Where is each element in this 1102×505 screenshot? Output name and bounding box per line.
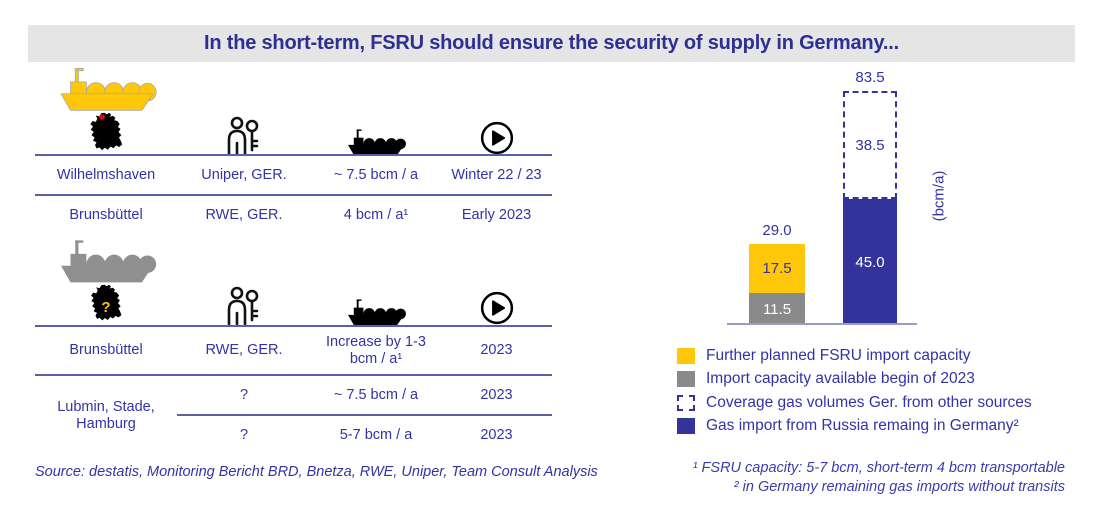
germany-map-icon — [90, 112, 123, 151]
legend-item: Coverage gas volumes Ger. from other sou… — [677, 391, 1032, 415]
owner-key-icon — [227, 116, 259, 156]
cell-start: Early 2023 — [461, 206, 532, 223]
bar-fsru-capacity: 29.0 17.5 11.5 — [749, 222, 805, 325]
segment-other-sources: 38.5 — [843, 91, 897, 199]
footnotes: ¹ FSRU capacity: 5-7 bcm, short-term 4 b… — [660, 459, 1065, 497]
cell-capacity: ~ 7.5 bcm / a — [333, 387, 419, 403]
cell-capacity: ~ 7.5 bcm / a — [333, 166, 419, 183]
legend-swatch-yellow — [677, 347, 695, 364]
lng-tanker-gray-icon — [61, 240, 157, 283]
footnote-2: ² in Germany remaining gas imports witho… — [733, 478, 1065, 495]
page-title: In the short-term, FSRU should ensure th… — [204, 32, 899, 54]
legend-label: Gas import from Russia remaing in German… — [706, 417, 1019, 435]
cell-owner: ? — [239, 427, 249, 443]
legend-label: Import capacity available begin of 2023 — [706, 370, 975, 388]
legend-item: Import capacity available begin of 2023 — [677, 368, 1032, 392]
table-upper: Wilhelmshaven Uniper, GER. ~ 7.5 bcm / a… — [35, 154, 552, 234]
cell-owner: RWE, GER. — [205, 206, 283, 223]
table-lower: Brunsbüttel RWE, GER. Increase by 1-3 bc… — [35, 325, 552, 456]
cell-capacity: 4 bcm / a¹ — [343, 206, 409, 223]
legend-swatch-dashed — [677, 394, 695, 411]
lng-tanker-icon — [348, 299, 406, 326]
legend-swatch-blue — [677, 418, 695, 435]
segment-available-capacity: 11.5 — [749, 293, 805, 325]
cell-owner: RWE, GER. — [205, 342, 283, 359]
footnote-1: ¹ FSRU capacity: 5-7 bcm, short-term 4 b… — [692, 460, 1065, 476]
cell-capacity: Increase by 1-3 bcm / a¹ — [326, 333, 426, 367]
start-play-icon — [480, 291, 513, 325]
chart-legend: Further planned FSRU import capacity Imp… — [677, 344, 1032, 438]
cell-owner: Uniper, GER. — [201, 166, 287, 183]
column-header-icons: ? — [35, 284, 552, 326]
legend-swatch-gray — [677, 371, 695, 388]
stacked-bar-chart: 29.0 17.5 11.5 83.5 38.5 45.0 (bcm/a) — [700, 58, 970, 327]
segment-planned-fsru: 17.5 — [749, 244, 805, 293]
cell-location: Wilhelmshaven — [56, 166, 156, 183]
segment-russia-import: 45.0 — [843, 199, 897, 325]
legend-item: Gas import from Russia remaing in German… — [677, 415, 1032, 439]
bar-gas-demand: 83.5 38.5 45.0 — [843, 69, 897, 325]
cell-start: Winter 22 / 23 — [451, 166, 542, 183]
cell-start: 2023 — [480, 427, 513, 443]
source-line: Source: destatis, Monitoring Bericht BRD… — [35, 464, 598, 480]
legend-label: Coverage gas volumes Ger. from other sou… — [706, 393, 1032, 411]
bar-total-label: 29.0 — [762, 222, 792, 239]
table-row: Brunsbüttel RWE, GER. Increase by 1-3 bc… — [35, 327, 552, 376]
question-mark: ? — [101, 299, 110, 316]
cell-capacity: 5-7 bcm / a — [339, 427, 413, 443]
column-header-icons — [35, 112, 552, 156]
wilhelmshaven-dot — [99, 114, 105, 120]
lng-tanker-icon — [348, 129, 406, 156]
cell-start: 2023 — [480, 387, 513, 403]
cell-location: Brunsbüttel — [69, 342, 143, 359]
table-row: Brunsbüttel RWE, GER. 4 bcm / a¹ Early 2… — [35, 196, 552, 234]
legend-label: Further planned FSRU import capacity — [706, 346, 971, 364]
legend-item: Further planned FSRU import capacity — [677, 344, 1032, 368]
table-row: ? 5-7 bcm / a 2023 — [177, 416, 552, 454]
y-axis-label: (bcm/a) — [930, 170, 948, 222]
table-rowspan-group: Lubmin, Stade, Hamburg ? ~ 7.5 bcm / a 2… — [35, 376, 552, 456]
cell-location-span: Lubmin, Stade, Hamburg — [57, 398, 155, 432]
title-bar: In the short-term, FSRU should ensure th… — [28, 25, 1075, 62]
cell-start: 2023 — [480, 342, 513, 359]
bar-total-label: 83.5 — [855, 69, 885, 86]
owner-key-icon — [227, 286, 259, 326]
table-row: ? ~ 7.5 bcm / a 2023 — [177, 376, 552, 416]
cell-location: Brunsbüttel — [69, 206, 143, 223]
lng-tanker-yellow-icon — [60, 67, 157, 111]
cell-owner: ? — [239, 387, 249, 403]
table-row: Wilhelmshaven Uniper, GER. ~ 7.5 bcm / a… — [35, 156, 552, 196]
start-play-icon — [480, 121, 513, 155]
germany-map-question-icon: ? — [91, 284, 122, 321]
x-axis-baseline — [727, 323, 917, 325]
